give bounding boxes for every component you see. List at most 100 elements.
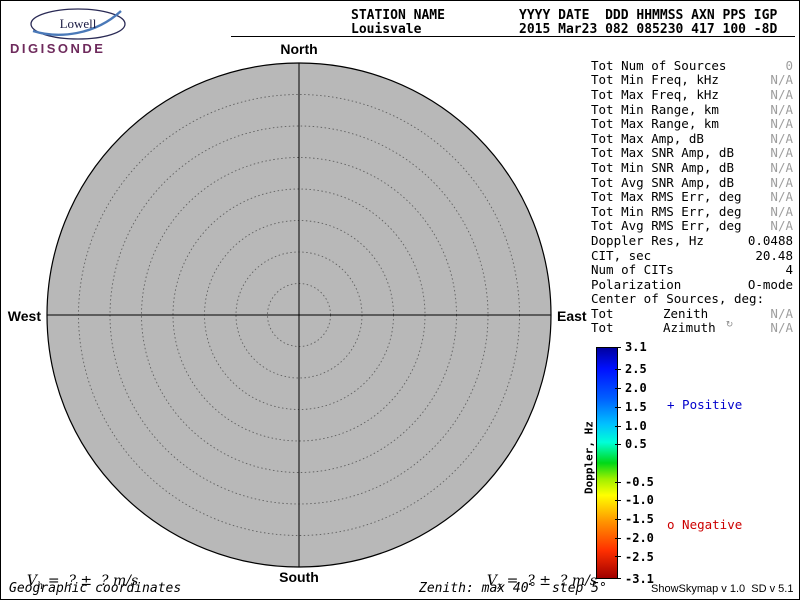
west-label: West: [7, 308, 41, 324]
colorbar-tick-label: -0.5: [625, 475, 654, 489]
vh-expression: = ? ± ? m/s: [47, 573, 139, 589]
stat-row: Tot Avg RMS Err, deg N/A: [591, 218, 793, 234]
colorbar-tick: [615, 519, 621, 520]
stat-row: Tot Min SNR Amp, dB N/A: [591, 160, 793, 175]
stat-row: Tot Avg SNR Amp, dB N/A: [591, 175, 793, 190]
stat-row: Tot Num of Sources 0: [591, 58, 793, 73]
stat-row: Tot Max Freq, kHz N/A: [591, 87, 793, 102]
vh-subscript: h: [36, 580, 44, 592]
stat-label: Tot Max Freq, kHz: [591, 86, 719, 102]
stat-sublabel: Azimuth ↻: [663, 320, 770, 335]
stat-value: N/A: [770, 72, 793, 88]
lowell-digisonde-logo: Lowell DIGISONDE: [10, 8, 126, 56]
stat-value: 4: [785, 262, 793, 278]
colorbar-tick-label: -1.0: [625, 493, 654, 507]
stat-label: Tot Max RMS Err, deg: [591, 189, 742, 205]
stat-label: CIT, sec: [591, 247, 652, 263]
stat-label: Tot: [591, 320, 614, 336]
zenith-scale-note: Zenith: max 40° step 5°: [419, 581, 607, 596]
stat-value: N/A: [770, 116, 793, 132]
station-name-value: Louisvale: [351, 22, 422, 37]
coordinates-mode-label: Geographic coordinates: [9, 581, 182, 596]
stat-row: Tot Max Range, km N/A: [591, 116, 793, 131]
colorbar-tick: [615, 388, 621, 389]
stat-sublabel: Zenith: [663, 305, 709, 321]
colorbar-tick-label: 1.0: [625, 419, 647, 433]
colorbar-tick: [615, 444, 621, 445]
logo-digisonde-text: DIGISONDE: [10, 41, 105, 56]
colorbar-tick-label: -1.5: [625, 512, 654, 526]
vz-subscript: z: [496, 580, 503, 592]
app-version-label: ShowSkymap v 1.0 SD v 5.1: [651, 583, 794, 595]
colorbar-axis-title: Doppler, Hz: [582, 421, 596, 494]
stat-label: Tot Num of Sources: [591, 57, 727, 73]
stat-value: N/A: [770, 320, 793, 336]
colorbar-tick: [615, 347, 621, 348]
doppler-colorbar: 3.1 2.5 2.0 1.5 1.0 0.5 -0.5 -1.0 -1.5 -…: [596, 341, 716, 585]
logo-lowell-text: Lowell: [60, 16, 97, 31]
stat-value: O-mode: [747, 276, 793, 292]
stat-value: N/A: [770, 218, 793, 234]
colorbar-tick: [615, 500, 621, 501]
stat-label: Tot Avg RMS Err, deg: [591, 218, 742, 234]
stat-label: Tot Min RMS Err, deg: [591, 203, 742, 219]
statistics-panel: Tot Num of Sources 0 Tot Min Freq, kHz N/A…: [591, 58, 793, 336]
east-label: East: [557, 308, 587, 324]
colorbar-tick-label: -2.5: [625, 550, 654, 564]
stat-label: Tot Avg SNR Amp, dB: [591, 174, 734, 190]
north-label: North: [280, 41, 318, 57]
colorbar-tick: [615, 556, 621, 557]
azimuth-rotation-icon: ↻: [725, 320, 734, 331]
colorbar-tick-label: -3.1: [625, 572, 654, 586]
stat-row: Doppler Res, Hz 0.0488: [591, 233, 793, 248]
stat-value: N/A: [770, 130, 793, 146]
colorbar-tick-label: 1.5: [625, 400, 647, 414]
stat-value: 0.0488: [747, 232, 793, 248]
stat-label: Polarization: [591, 276, 682, 292]
colorbar-tick-label: 3.1: [625, 340, 647, 354]
south-label: South: [279, 569, 319, 585]
colorbar-tick: [615, 538, 621, 539]
negative-doppler-legend: o Negative: [667, 517, 743, 532]
vz-velocity-readout: Vz = ? ± ? m/s: [469, 557, 598, 599]
vh-velocity-readout: Vh = ? ± ? m/s: [9, 557, 139, 599]
colorbar-tick: [615, 578, 621, 579]
azimuth-text: Azimuth: [663, 320, 716, 336]
stat-label: Tot Min Range, km: [591, 101, 719, 117]
stat-row: Tot Min RMS Err, deg N/A: [591, 204, 793, 219]
vh-symbol: V: [26, 573, 37, 589]
stat-row: Num of CITs 4: [591, 262, 793, 277]
colorbar-tick: [615, 482, 621, 483]
stat-label: Tot Min Freq, kHz: [591, 72, 719, 88]
stat-label: Tot Max Amp, dB: [591, 130, 704, 146]
vz-symbol: V: [486, 573, 497, 589]
colorbar-tick-label: 2.5: [625, 362, 647, 376]
colorbar-tick: [615, 426, 621, 427]
station-name-label: STATION NAME: [351, 8, 445, 23]
stat-value: N/A: [770, 101, 793, 117]
colorbar-tick-label: 0.5: [625, 437, 647, 451]
colorbar-tick: [615, 407, 621, 408]
stat-value: N/A: [770, 159, 793, 175]
stat-row: Tot Min Range, km N/A: [591, 102, 793, 117]
positive-doppler-legend: + Positive: [667, 397, 743, 412]
header-divider: [231, 36, 795, 37]
stat-row: Tot Min Freq, kHz N/A: [591, 72, 793, 88]
logo-oval: [30, 8, 126, 40]
stat-row: Tot Max SNR Amp, dB N/A: [591, 145, 793, 161]
colorbar-tick: [615, 369, 621, 370]
stat-label: Num of CITs: [591, 262, 674, 278]
stat-value: 0: [785, 57, 793, 73]
stat-row-zenith: Tot Zenith N/A: [591, 306, 793, 321]
stat-label: Tot Max Range, km: [591, 116, 719, 132]
colorbar-gradient: [596, 347, 618, 579]
stat-row: CIT, sec 20.48: [591, 248, 793, 263]
stat-row-azimuth: Tot Azimuth ↻ N/A: [591, 320, 793, 336]
center-of-sources-header: Center of Sources, deg:: [591, 291, 765, 307]
stat-row: Polarization O-mode: [591, 277, 793, 292]
vz-expression: = ? ± ? m/s: [506, 573, 598, 589]
logo-swoosh-icon: [32, 10, 122, 36]
stat-value: 20.48: [755, 247, 793, 263]
stat-label: Tot: [591, 305, 614, 321]
stat-value: N/A: [770, 145, 793, 161]
